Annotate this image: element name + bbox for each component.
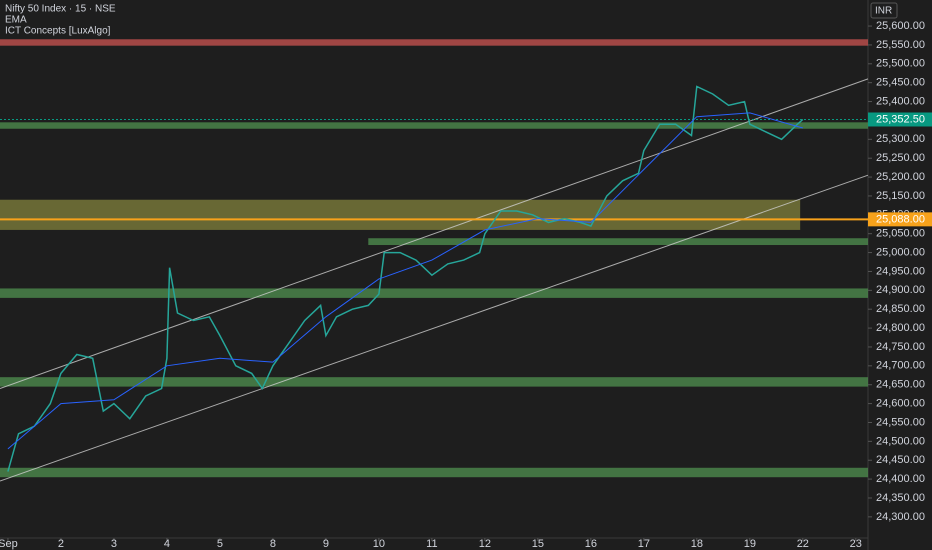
y-tick-label: 24,550.00 [876,416,925,428]
zone [0,39,868,46]
x-tick-label: 3 [111,538,117,550]
price-label: 25,352.50 [876,113,925,125]
x-tick-label: 22 [797,538,809,550]
y-tick-label: 25,050.00 [876,228,925,240]
y-tick-label: 25,300.00 [876,133,925,145]
zone [0,199,801,230]
x-tick-label: 4 [164,538,170,550]
x-tick-label: 9 [323,538,329,550]
price-label: 25,088.00 [876,213,925,225]
price-label-bg [868,212,932,227]
y-tick-label: 24,300.00 [876,511,925,523]
ema-line [7,112,803,450]
y-tick-label: 25,450.00 [876,77,925,89]
trendline [0,78,869,389]
price-label-bg [868,112,932,127]
y-tick-label: 24,500.00 [876,435,925,447]
y-tick-label: 24,900.00 [876,284,925,296]
y-tick-label: 24,950.00 [876,265,925,277]
x-tick-label: 5 [217,538,223,550]
price-line-series [7,85,804,472]
x-tick-label: 10 [373,538,385,550]
y-tick-label: 24,350.00 [876,492,925,504]
x-tick-label: 17 [638,538,650,550]
y-tick-label: 24,400.00 [876,473,925,485]
x-tick-label: 18 [691,538,703,550]
y-tick-label: 25,000.00 [876,246,925,258]
y-tick-label: 24,650.00 [876,379,925,391]
x-tick-label: 2 [58,538,64,550]
y-tick-label: 25,150.00 [876,190,925,202]
x-tick-label: 19 [744,538,756,550]
y-tick-label: 24,750.00 [876,341,925,353]
trendline [0,174,869,482]
indicator-label: ICT Concepts [LuxAlgo] [5,26,111,37]
y-tick-label: 24,700.00 [876,360,925,372]
y-tick-label: 25,550.00 [876,39,925,51]
x-tick-label: Sep [0,538,18,550]
zone [368,238,868,246]
x-tick-label: 11 [426,538,437,550]
chart-title: Nifty 50 Index · 15 · NSE [5,4,116,15]
x-tick-label: 23 [850,538,862,550]
y-tick-label: 25,600.00 [876,20,925,32]
currency-box [870,2,898,19]
x-tick-label: 15 [532,538,544,550]
indicator-label: EMA [5,15,27,26]
y-tick-label: 24,800.00 [876,322,925,334]
x-tick-label: 12 [479,538,491,550]
x-tick-label: 8 [270,538,276,550]
currency: INR [875,6,892,17]
y-tick-label: 25,400.00 [876,95,925,107]
zone [0,122,868,129]
plot-area [0,39,869,482]
y-tick-label: 25,200.00 [876,171,925,183]
zone [0,377,868,387]
y-tick-label: 25,250.00 [876,152,925,164]
x-tick-label: 16 [585,538,597,550]
y-tick-label: 24,600.00 [876,398,925,410]
zone [0,467,868,478]
y-tick-label: 25,500.00 [876,58,925,70]
zone [0,288,868,298]
y-tick-label: 24,850.00 [876,303,925,315]
y-tick-label: 24,450.00 [876,454,925,466]
